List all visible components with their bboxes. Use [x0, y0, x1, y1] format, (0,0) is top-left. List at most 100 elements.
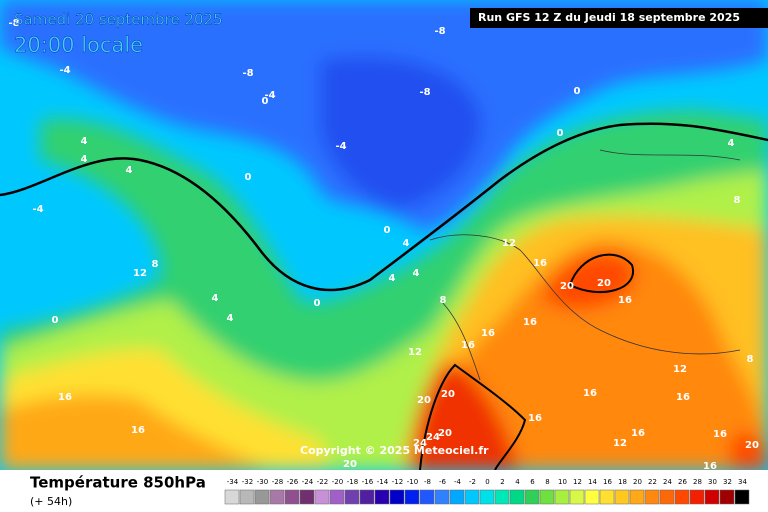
scale-swatch	[584, 489, 600, 505]
contour-label: 4	[227, 313, 234, 324]
contour-label: 12	[673, 364, 687, 375]
contour-label: 20	[441, 389, 455, 400]
scale-swatch	[329, 489, 345, 505]
scale-label: 8	[545, 478, 549, 486]
contour-label: 20	[560, 281, 574, 292]
contour-label: 16	[523, 317, 537, 328]
contour-label: 4	[389, 273, 396, 284]
legend-subtitle: (+ 54h)	[30, 495, 72, 508]
contour-label: 16	[713, 429, 727, 440]
scale-swatch	[479, 489, 495, 505]
scale-swatch	[734, 489, 750, 505]
scale-swatch	[269, 489, 285, 505]
scale-swatch	[704, 489, 720, 505]
scale-label: 34	[738, 478, 747, 486]
contour-label: -8	[419, 87, 430, 98]
scale-swatch	[359, 489, 375, 505]
scale-label: 16	[603, 478, 612, 486]
contour-label: 12	[502, 238, 516, 249]
scale-swatch	[494, 489, 510, 505]
run-box	[470, 8, 768, 28]
scale-label: -2	[469, 478, 476, 486]
contour-label: 16	[58, 392, 72, 403]
scale-label: -28	[272, 478, 283, 486]
contour-label: 0	[262, 96, 269, 107]
contour-label: 12	[408, 347, 422, 358]
scale-swatch	[419, 489, 435, 505]
scale-label: 32	[723, 478, 732, 486]
contour-label: -8	[242, 68, 253, 79]
scale-swatch	[464, 489, 480, 505]
contour-label: 8	[734, 195, 741, 206]
contour-label: 16	[131, 425, 145, 436]
scale-swatch	[404, 489, 420, 505]
scale-swatch	[614, 489, 630, 505]
run-info: Run GFS 12 Z du Jeudi 18 septembre 2025	[478, 11, 740, 24]
contour-label: 16	[618, 295, 632, 306]
scale-label: 12	[573, 478, 582, 486]
scale-swatch	[599, 489, 615, 505]
scale-label: -20	[332, 478, 343, 486]
scale-label: 2	[500, 478, 504, 486]
contour-label: -8	[8, 18, 19, 29]
contour-label: 4	[403, 238, 410, 249]
scale-label: 30	[708, 478, 717, 486]
time-title: 20:00 locale	[14, 33, 143, 57]
scale-label: 4	[515, 478, 520, 486]
scale-swatch	[314, 489, 330, 505]
scale-swatch	[509, 489, 525, 505]
scale-label: -26	[287, 478, 299, 486]
scale-label: -8	[424, 478, 431, 486]
contour-label: 24	[426, 432, 440, 443]
contour-label: 20	[438, 428, 452, 439]
contour-label: 0	[574, 86, 581, 97]
contour-label: 0	[52, 315, 59, 326]
scale-label: 28	[693, 478, 702, 486]
scale-swatch	[524, 489, 540, 505]
scale-swatch	[239, 489, 255, 505]
contour-label: 20	[417, 395, 431, 406]
contour-label: -8	[434, 26, 445, 37]
scale-label: 10	[558, 478, 567, 486]
scale-swatch	[449, 489, 465, 505]
contour-label: 4	[212, 293, 219, 304]
scale-label: 0	[485, 478, 489, 486]
contour-label: 4	[81, 154, 88, 165]
contour-label: 0	[314, 298, 321, 309]
color-scale: -34 -32 -30 -28 -26 -24 -22 -20 -18 -16 -14 -12 -10-…	[224, 478, 750, 505]
contour-label: 0	[245, 172, 252, 183]
contour-label: 8	[152, 259, 159, 270]
scale-label: -30	[257, 478, 268, 486]
scale-swatch	[344, 489, 360, 505]
scale-swatch	[644, 489, 660, 505]
contour-label: 16	[631, 428, 645, 439]
scale-label: -18	[347, 478, 358, 486]
contour-label: 20	[597, 278, 611, 289]
contour-label: 4	[728, 138, 735, 149]
scale-label: 26	[678, 478, 687, 486]
contour-label: 4	[126, 165, 133, 176]
contour-label: 16	[703, 461, 717, 472]
scale-label: -16	[362, 478, 374, 486]
scale-label: -10	[407, 478, 418, 486]
scale-label: -6	[439, 478, 447, 486]
scale-swatch	[719, 489, 735, 505]
scale-label: -32	[242, 478, 253, 486]
scale-label: -34	[227, 478, 239, 486]
scale-label: -12	[392, 478, 403, 486]
contour-label: 16	[676, 392, 690, 403]
contour-label: 0	[384, 225, 391, 236]
contour-label: 16	[533, 258, 547, 269]
contour-label: -4	[59, 65, 70, 76]
contour-label: 4	[413, 268, 420, 279]
contour-label: 8	[440, 295, 447, 306]
scale-label: -22	[317, 478, 328, 486]
contour-label: 8	[747, 354, 754, 365]
scale-swatch	[554, 489, 570, 505]
scale-swatch	[434, 489, 450, 505]
contour-label: -4	[32, 204, 43, 215]
legend-title: Température 850hPa	[30, 474, 206, 492]
